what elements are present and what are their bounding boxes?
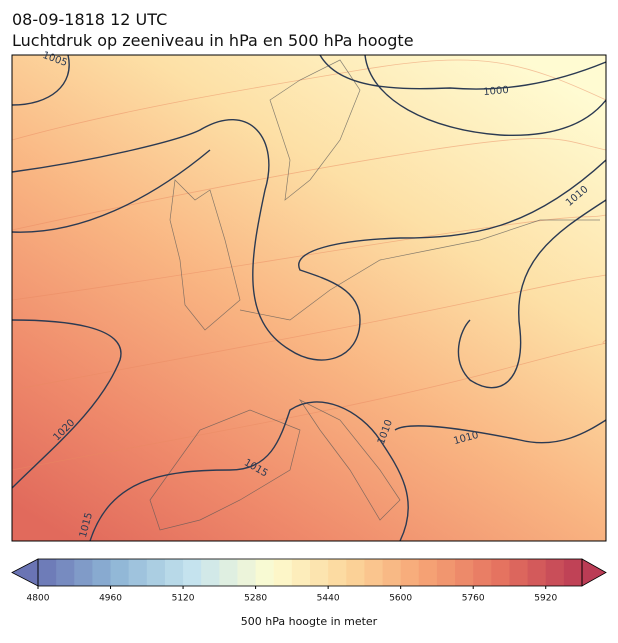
isobar (394, 419, 606, 444)
colorbar-tick-label: 5440 (317, 594, 340, 604)
height-contour (12, 339, 606, 471)
colorbar-segment (183, 559, 202, 586)
colorbar-segment (92, 559, 112, 586)
colorbar-segment (436, 559, 456, 586)
colorbar-segment (346, 559, 365, 586)
colorbar-tick-label: 5920 (534, 594, 557, 604)
colorbar-segment (310, 559, 329, 586)
colorbar-segment (273, 559, 293, 586)
colorbar-segment (509, 559, 529, 586)
colorbar-segment (128, 559, 148, 586)
colorbar-segment (146, 559, 166, 586)
isobar (319, 55, 606, 90)
coastline (298, 399, 401, 521)
height-field (12, 55, 606, 541)
colorbar-extend-max (581, 558, 607, 587)
coastline (169, 179, 241, 331)
colorbar-segment (219, 559, 238, 586)
colorbar-segment (545, 559, 565, 586)
coastline (239, 219, 600, 321)
colorbar-tick-label: 5760 (462, 594, 485, 604)
coastline (269, 59, 361, 201)
colorbar-segment (56, 559, 75, 586)
colorbar-segment (364, 559, 384, 586)
isobar (12, 149, 211, 233)
isobar (457, 199, 606, 389)
map-area (12, 55, 606, 541)
colorbar: 4800 4960 5120 5280 5440 5600 5760 5920 500 hPa … (11, 558, 607, 628)
map-frame (11, 54, 607, 542)
colorbar-segment (455, 559, 474, 586)
title: 08-09-1818 12 UTC (12, 10, 167, 29)
colorbar-segment (291, 559, 311, 586)
colorbar-label: 500 hPa hoogte in meter (241, 615, 378, 628)
colorbar-segment (527, 559, 547, 586)
colorbar-segment (328, 559, 347, 586)
colorbar-segment (418, 559, 438, 586)
isobar (12, 118, 606, 361)
colorbar-segment (473, 559, 492, 586)
colorbar-frame (37, 558, 583, 587)
colorbar-segment (400, 559, 420, 586)
colorbar-segment (237, 559, 257, 586)
isobar (89, 401, 409, 541)
subtitle: Luchtdruk op zeeniveau in hPa en 500 hPa… (12, 31, 414, 50)
isobar (364, 55, 606, 137)
isobar (12, 319, 122, 489)
colorbar-segment (491, 559, 510, 586)
colorbar-segment (201, 559, 220, 586)
height-contour (12, 59, 606, 141)
colorbar-tick-label: 5280 (244, 594, 267, 604)
contour-label: 1000 (483, 85, 509, 98)
colorbar-segment (164, 559, 184, 586)
colorbar-segment (382, 559, 402, 586)
height-contour (12, 274, 606, 391)
colorbar-segment (110, 559, 130, 586)
colorbar-segment (38, 559, 57, 586)
colorbar-tick-label: 5120 (172, 594, 195, 604)
colorbar-tick-label: 4960 (99, 594, 122, 604)
colorbar-tick-label: 4800 (27, 594, 50, 604)
colorbar-extend-min (11, 558, 39, 587)
colorbar-segment (255, 559, 275, 586)
colorbar-tick-label: 5600 (389, 594, 412, 604)
colorbar-segment (74, 559, 93, 586)
coastline (149, 409, 301, 531)
colorbar-segment (563, 559, 583, 586)
isobar (12, 55, 70, 106)
